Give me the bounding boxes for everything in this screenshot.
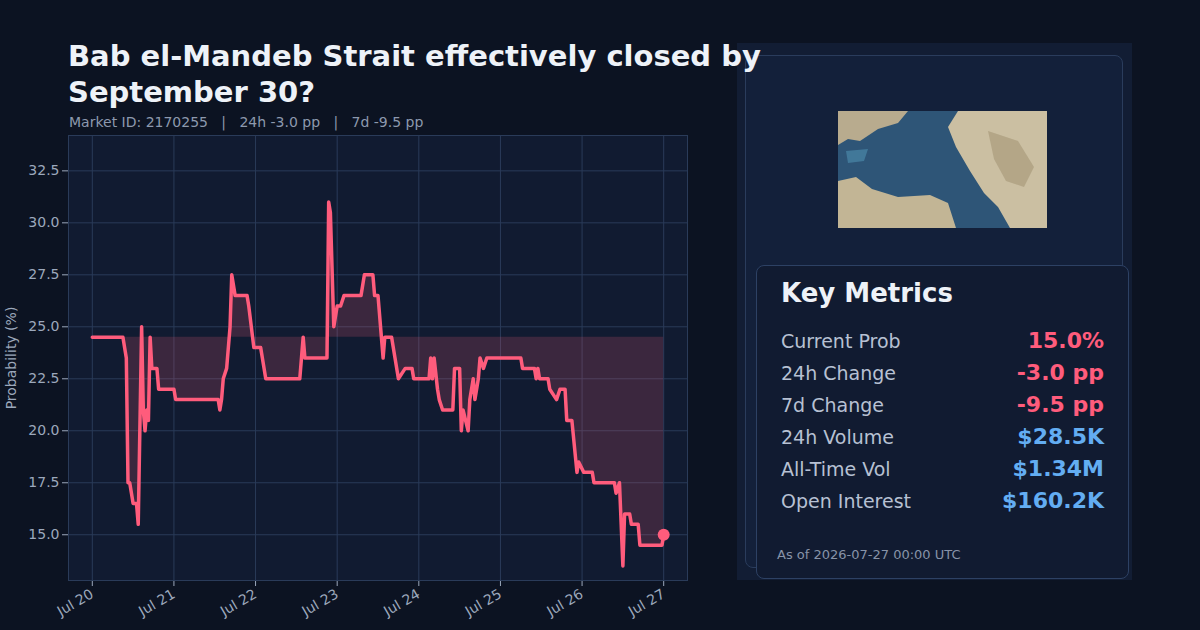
svg-text:Jul 24: Jul 24 xyxy=(380,586,423,620)
svg-text:22.5: 22.5 xyxy=(28,370,59,386)
svg-text:Jul 22: Jul 22 xyxy=(217,586,260,620)
html-text:24h Change: 24h Change xyxy=(781,362,896,384)
svg-text:Jul 21: Jul 21 xyxy=(135,586,178,620)
svg-text:17.5: 17.5 xyxy=(28,474,59,490)
svg-text:15.0: 15.0 xyxy=(28,526,59,542)
svg-text:27.5: 27.5 xyxy=(28,266,59,282)
svg-text:Jul 20: Jul 20 xyxy=(53,586,96,620)
html-text:Bab el-Mandeb Strait effective: Bab el-Mandeb Strait effectively closed … xyxy=(68,39,761,109)
html-text:-3.0 pp: -3.0 pp xyxy=(1016,360,1104,385)
html-text:Key Metrics: Key Metrics xyxy=(781,278,953,308)
svg-text:Jul 26: Jul 26 xyxy=(543,586,586,620)
html-text:Market ID: 2170255 | 24h -3.0: Market ID: 2170255 | 24h -3.0 pp | 7d -9… xyxy=(69,114,424,130)
svg-text:Jul 23: Jul 23 xyxy=(298,586,341,620)
svg-text:Jul 27: Jul 27 xyxy=(625,586,668,620)
svg-text:32.5: 32.5 xyxy=(28,162,59,178)
html-text:24h Volume: 24h Volume xyxy=(781,426,894,448)
html-text:Open Interest: Open Interest xyxy=(781,490,911,512)
html-text:15.0%: 15.0% xyxy=(1027,328,1104,353)
html-text:-9.5 pp: -9.5 pp xyxy=(1016,392,1104,417)
svg-text:25.0: 25.0 xyxy=(28,318,59,334)
svg-text:Probability (%): Probability (%) xyxy=(3,307,19,410)
svg-text:Jul 25: Jul 25 xyxy=(461,586,504,620)
html-text:7d Change: 7d Change xyxy=(781,394,884,416)
html-text:As of 2026-07-27 00:00 UTC: As of 2026-07-27 00:00 UTC xyxy=(777,547,961,562)
html-text:Current Prob: Current Prob xyxy=(781,330,901,352)
html-text:All-Time Vol: All-Time Vol xyxy=(781,458,891,480)
svg-text:30.0: 30.0 xyxy=(28,214,59,230)
html-text:$28.5K: $28.5K xyxy=(1017,424,1104,449)
html-text:$1.34M: $1.34M xyxy=(1012,456,1104,481)
html-text:$160.2K: $160.2K xyxy=(1002,488,1104,513)
svg-text:20.0: 20.0 xyxy=(28,422,59,438)
